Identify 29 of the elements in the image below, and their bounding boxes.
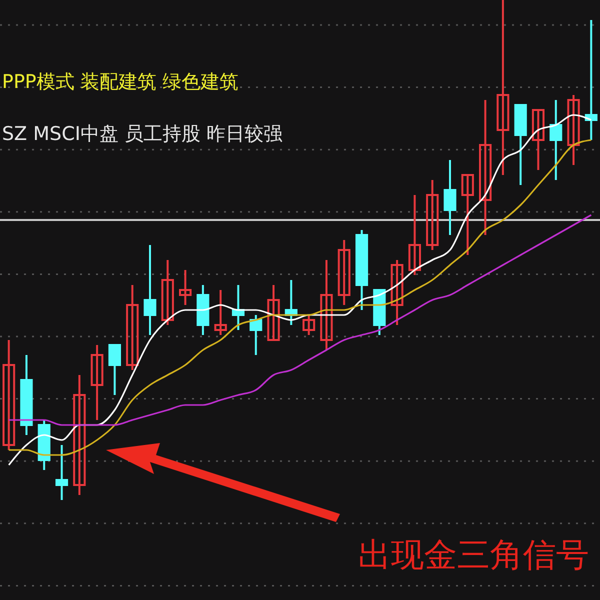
candlestick: [390, 259, 404, 326]
text: 出现金三角信号: [358, 535, 589, 574]
candlestick: [267, 284, 280, 341]
candlestick: [426, 179, 439, 251]
candlestick: [567, 94, 580, 166]
candlestick: [108, 344, 121, 396]
candlestick: [444, 159, 456, 236]
candlestick: [338, 239, 350, 306]
candlestick: [2, 339, 16, 451]
candlestick: [479, 99, 492, 236]
candlestick: [126, 284, 139, 371]
candlestick: [320, 259, 333, 351]
candlestick: [73, 374, 86, 496]
candlestick: [408, 194, 421, 276]
candlestick: [302, 314, 316, 336]
candlestick: [496, 0, 510, 176]
candlestick: [144, 244, 156, 336]
candlestick: [214, 289, 227, 336]
candlestick: [250, 314, 262, 356]
candlestick: [550, 99, 562, 181]
candlestick: [584, 19, 598, 141]
candlestick: [532, 109, 545, 171]
candlestick: [90, 344, 104, 421]
text: SZ MSCI中盘 员工持股 昨日较强: [2, 123, 283, 145]
candlestick: [55, 444, 68, 501]
candlestick: [179, 269, 192, 306]
candlestick: [161, 259, 174, 326]
candlestick: [461, 174, 474, 256]
text: PPP模式 装配建筑 绿色建筑: [2, 71, 238, 93]
